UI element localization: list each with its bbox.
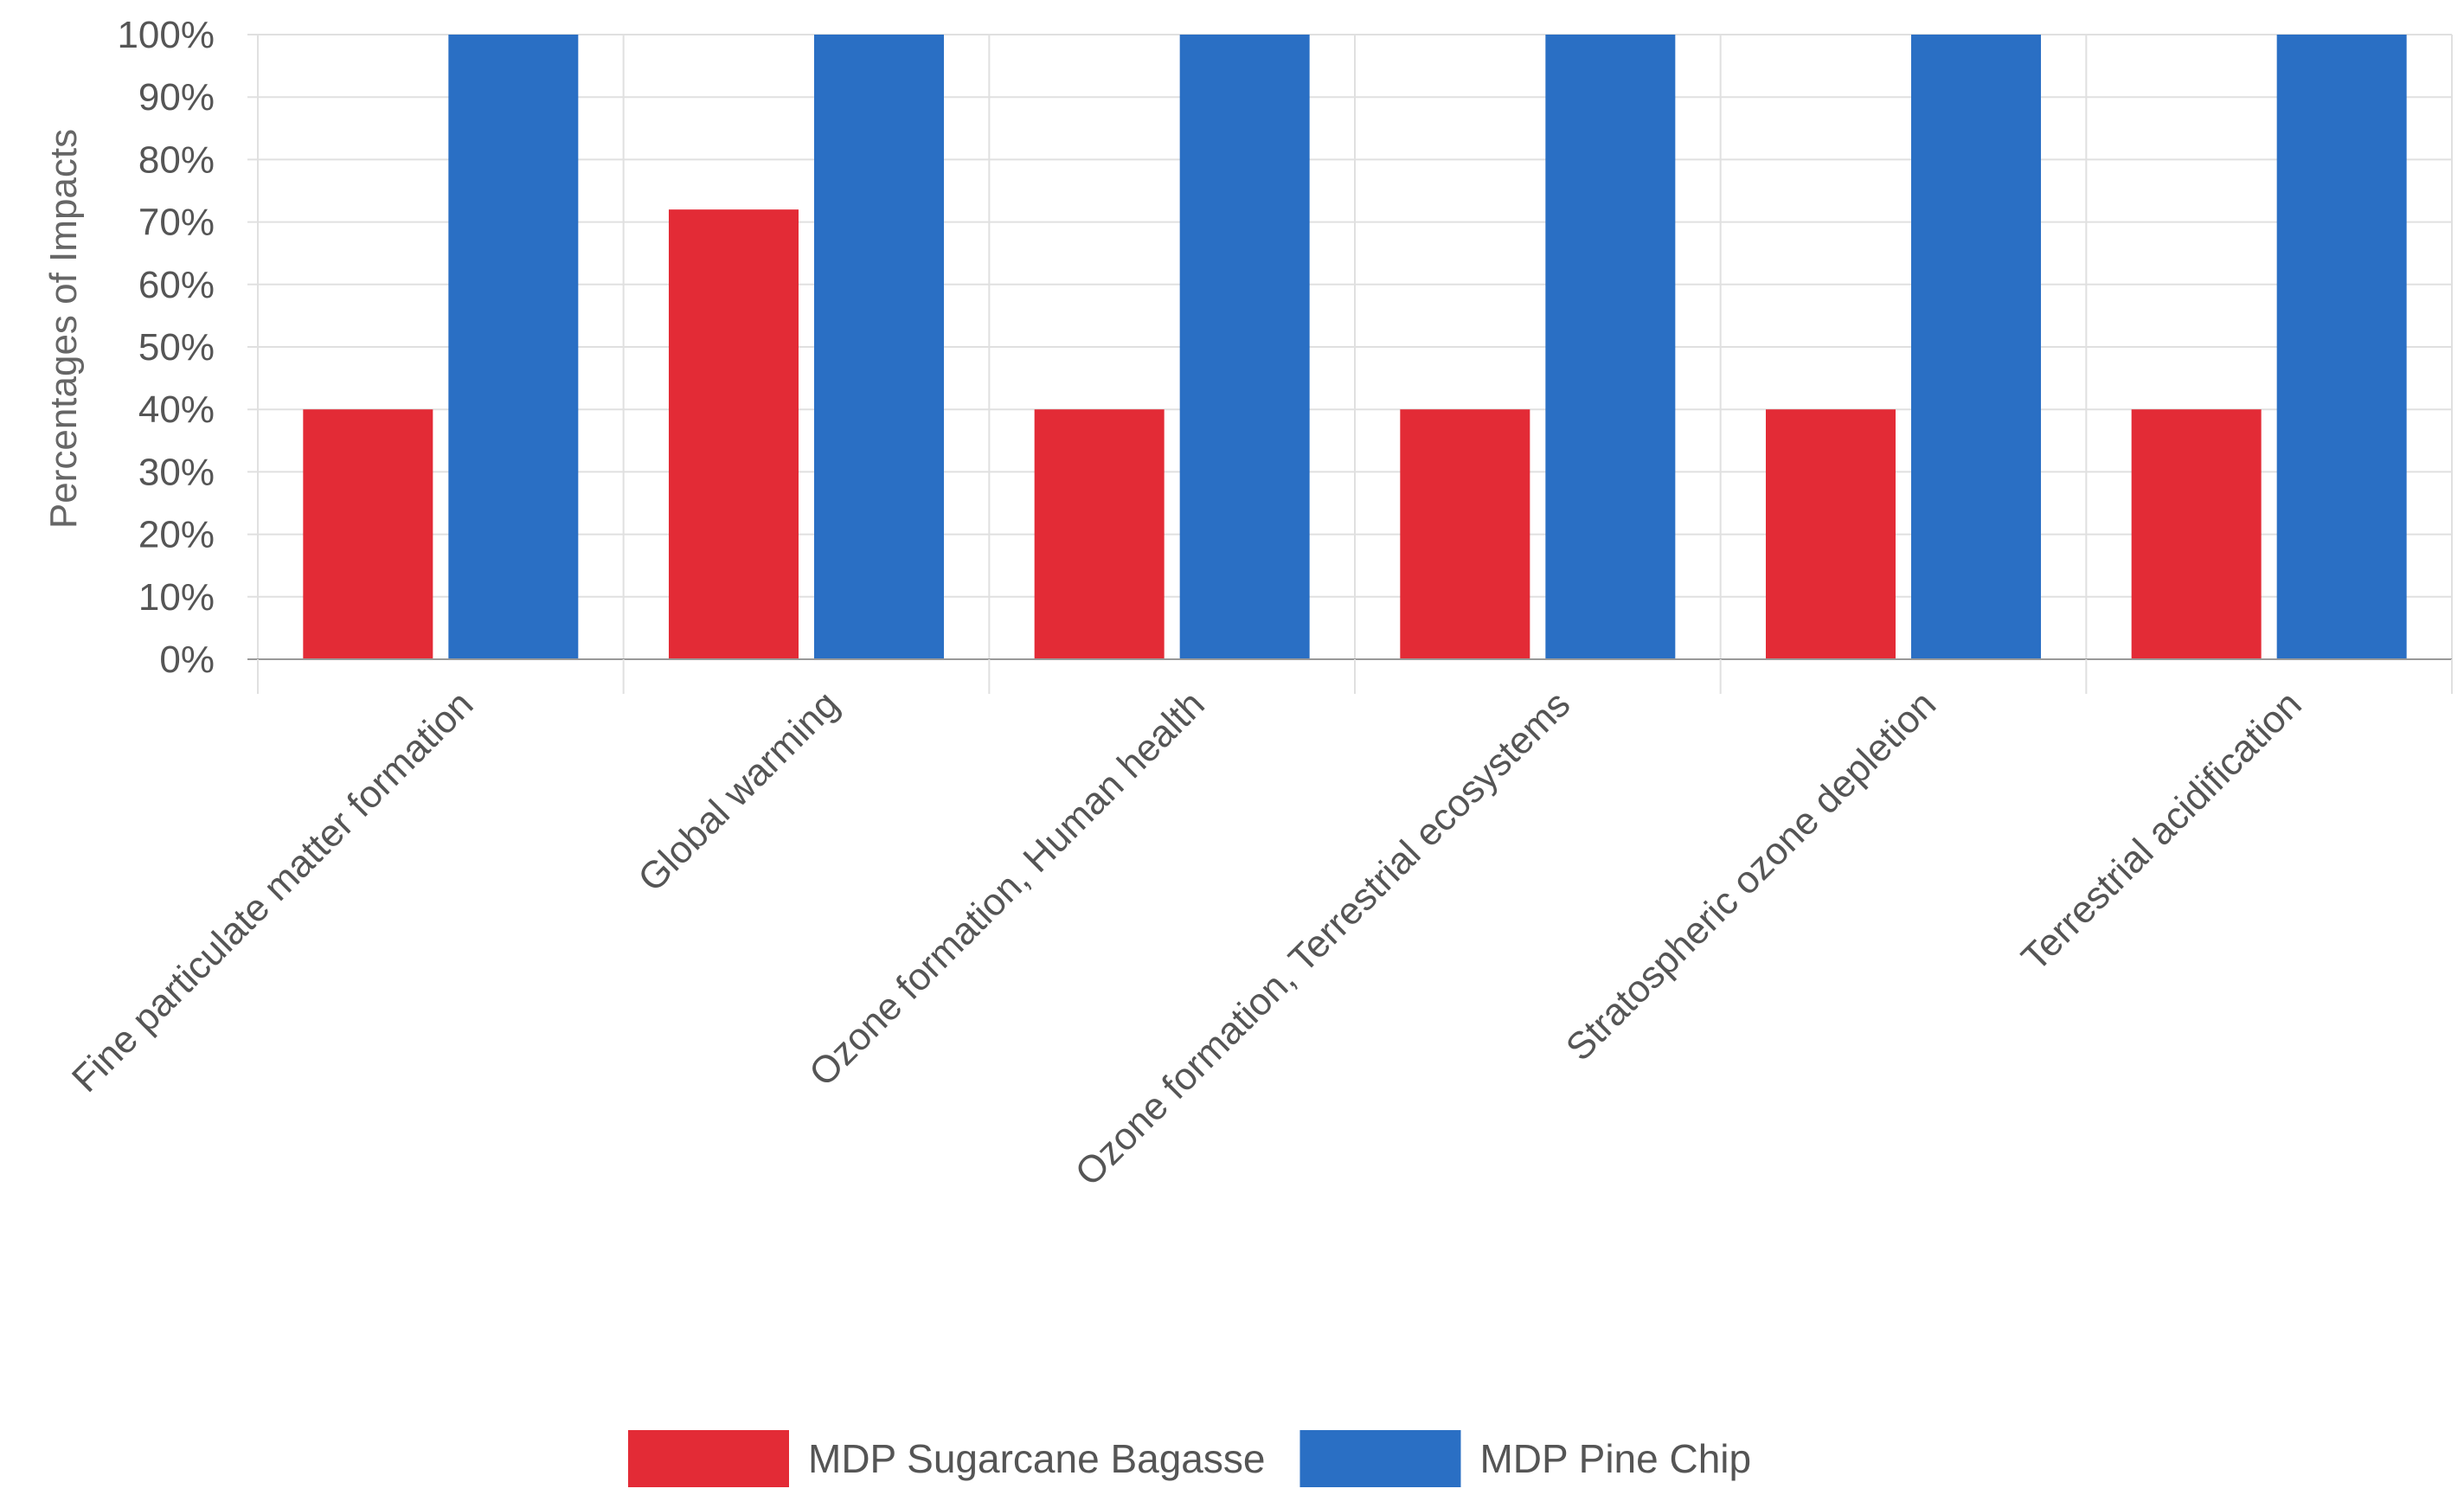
bars: [303, 35, 2407, 659]
x-tick-label: Stratospheric ozone depletion: [1558, 683, 1944, 1068]
y-tick-label: 10%: [138, 576, 215, 619]
legend-label: MDP Pine Chip: [1479, 1436, 1751, 1481]
legend-swatch: [1299, 1430, 1461, 1487]
legend-label: MDP Sugarcane Bagasse: [808, 1436, 1265, 1481]
y-tick-label: 90%: [138, 76, 215, 119]
x-tick-label: Terrestrial acidification: [2013, 683, 2309, 978]
bar-pine-chip: [1545, 35, 1676, 659]
x-tick-label: Ozone formation, Human health: [801, 683, 1213, 1094]
y-axis-title: Percentages of Impacts: [42, 129, 85, 529]
bar-pine-chip: [448, 35, 579, 659]
axes: [247, 658, 2453, 694]
x-tick-label: Fine particulate matter formation: [64, 683, 482, 1100]
bar-pine-chip: [1911, 35, 2041, 659]
legend-swatch: [628, 1430, 789, 1487]
y-tick-label: 20%: [138, 514, 215, 556]
bar-sugarcane-bagasse: [669, 209, 799, 659]
y-tick-label: 100%: [117, 14, 215, 56]
y-tick-label: 40%: [138, 388, 215, 431]
y-tick-label: 60%: [138, 264, 215, 306]
x-tick-label: Global warming: [630, 683, 847, 900]
bar-sugarcane-bagasse: [2131, 409, 2262, 659]
gridlines: [247, 34, 2453, 659]
bar-pine-chip: [1179, 35, 1310, 659]
y-tick-label: 0%: [159, 638, 215, 681]
y-tick-label: 30%: [138, 451, 215, 493]
y-tick-label: 50%: [138, 326, 215, 369]
bar-sugarcane-bagasse: [1400, 409, 1530, 659]
bar-pine-chip: [2276, 35, 2407, 659]
bar-sugarcane-bagasse: [1766, 409, 1896, 659]
y-tick-label: 70%: [138, 202, 215, 244]
x-tick-labels: Fine particulate matter formation Global …: [64, 683, 2310, 1194]
legend: MDP Sugarcane Bagasse MDP Pine Chip: [628, 1430, 1751, 1487]
y-tick-labels: 0% 10% 20% 30% 40% 50% 60% 70% 80% 90% 100%: [117, 14, 215, 681]
bar-pine-chip: [814, 35, 944, 659]
bar-sugarcane-bagasse: [1034, 409, 1165, 659]
bar-sugarcane-bagasse: [303, 409, 433, 659]
y-tick-label: 80%: [138, 138, 215, 181]
